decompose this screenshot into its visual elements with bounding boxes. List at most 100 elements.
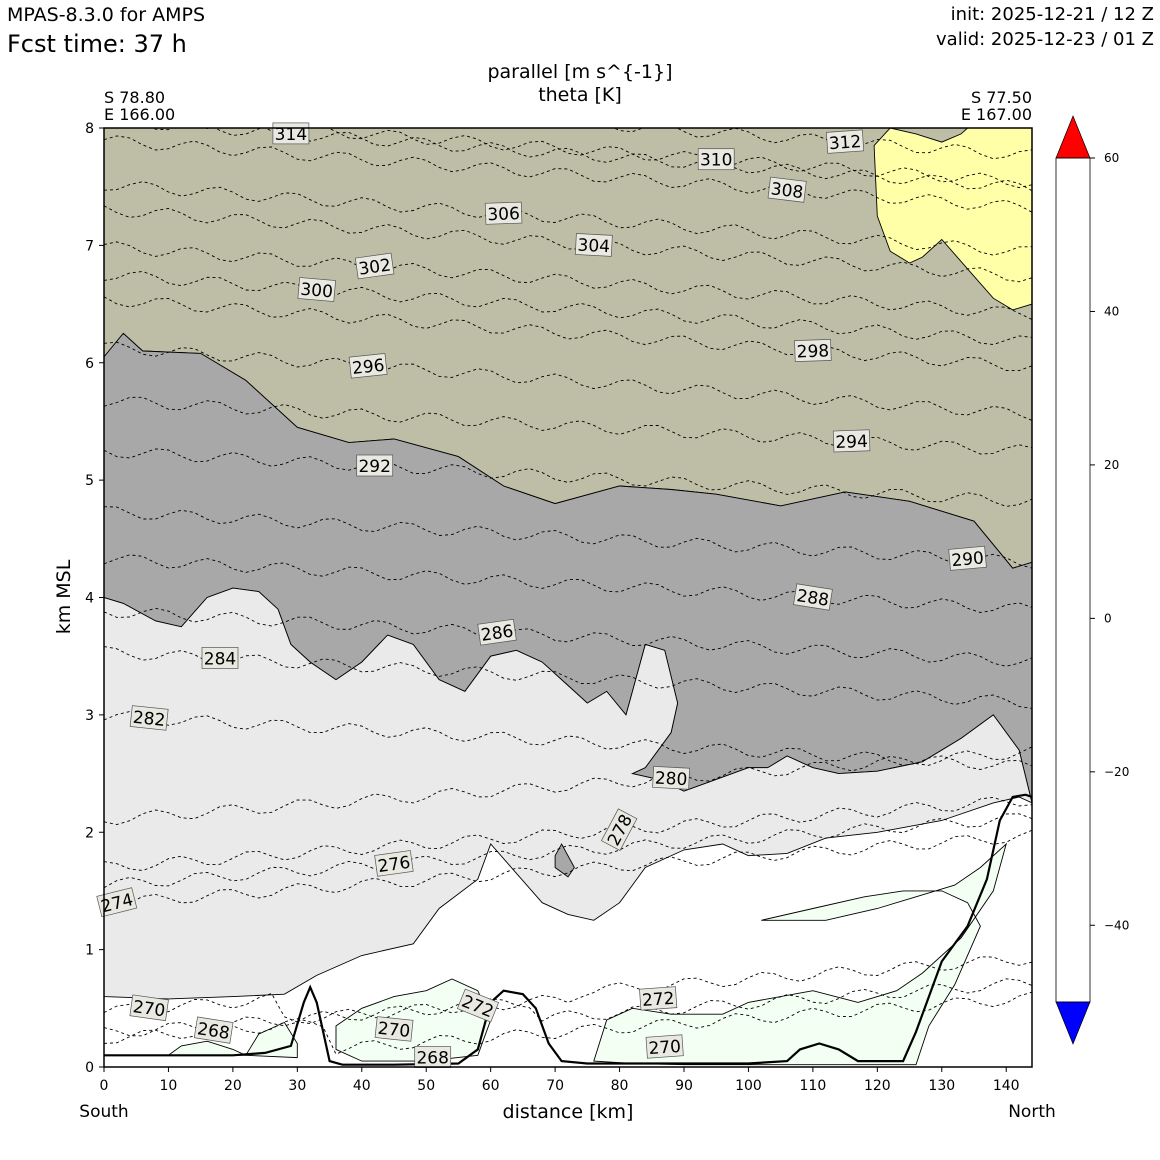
- theta-label-group: 270: [645, 1034, 684, 1059]
- x-tick-label: 70: [546, 1078, 564, 1094]
- x-tick-label: 80: [611, 1078, 629, 1094]
- theta-label-group: 272: [639, 986, 678, 1011]
- terrain-line: [104, 793, 1032, 1066]
- wind-region-ge-10: [104, 587, 1032, 1000]
- theta-label-box: [697, 148, 735, 171]
- x-tick-label: 120: [864, 1078, 891, 1094]
- x-tick-label: 30: [288, 1078, 306, 1094]
- valid-time: valid: 2025-12-23 / 01 Z: [936, 29, 1154, 50]
- isentrope-306: [104, 181, 1032, 256]
- north-label: North: [1008, 1102, 1056, 1122]
- theta-label-group: 284: [201, 647, 239, 670]
- theta-label-box: [374, 850, 414, 877]
- y-tick-label: 2: [85, 825, 94, 841]
- theta-label: 268: [416, 1049, 448, 1069]
- x-tick-label: 130: [928, 1078, 955, 1094]
- y-tick-label: 4: [85, 591, 94, 607]
- theta-contours: [104, 128, 1032, 1055]
- theta-label: 286: [480, 622, 515, 646]
- theta-label: 294: [835, 432, 868, 453]
- x-axis-ticks: 0 10 20 30 40 50 60 70 80 90 100 110 120 130 140: [100, 1067, 1020, 1094]
- theta-label-box: [826, 129, 865, 154]
- left-lon-label: E 166.00: [104, 105, 175, 124]
- isentrope-312: [613, 128, 1032, 160]
- theta-label: 296: [351, 356, 385, 379]
- theta-label: 308: [770, 179, 805, 203]
- colorbar-top-extension: [1055, 115, 1091, 159]
- theta-label-box: [600, 808, 638, 851]
- init-time: init: 2025-12-21 / 12 Z: [950, 4, 1154, 25]
- chart-title: parallel [m s^{-1}]: [487, 61, 672, 83]
- isentrope-294: [104, 396, 1032, 455]
- theta-label: 284: [204, 650, 236, 670]
- theta-label-group: 292: [356, 454, 394, 477]
- theta-label: 302: [357, 255, 392, 279]
- isentrope-286: [104, 607, 1032, 667]
- right-lat-label: S 77.50: [971, 88, 1032, 107]
- right-lon-label: E 167.00: [961, 105, 1032, 124]
- plot-area: [104, 128, 1032, 1067]
- theta-label: 298: [796, 341, 829, 362]
- isentrope-292: [104, 448, 1032, 507]
- theta-label-group: 276: [374, 850, 414, 877]
- theta-label-group: 298: [794, 339, 832, 363]
- theta-label-group: 294: [832, 429, 871, 453]
- theta-label-box: [129, 994, 169, 1022]
- theta-labels: 314 312 310 308 306 304 302 300 298 296 294 292 290 2…: [96, 122, 987, 1069]
- theta-label-box: [356, 454, 394, 477]
- colorbar-tick-label: −20: [1104, 765, 1129, 779]
- theta-label: 292: [358, 457, 390, 477]
- theta-label: 270: [132, 997, 167, 1021]
- wind-region-ge-25: [873, 128, 1032, 311]
- y-tick-label: 6: [85, 356, 94, 372]
- theta-label-group: 304: [574, 233, 613, 257]
- y-tick-label: 8: [85, 121, 94, 137]
- model-title: MPAS-8.3.0 for AMPS: [7, 4, 206, 26]
- theta-label-box: [767, 176, 807, 203]
- theta-label: 270: [648, 1037, 682, 1059]
- theta-label-box: [193, 1016, 234, 1044]
- theta-label: 310: [700, 151, 732, 171]
- theta-label-box: [354, 252, 395, 280]
- x-tick-label: 40: [353, 1078, 371, 1094]
- y-tick-label: 1: [85, 943, 94, 959]
- theta-label-box: [297, 277, 336, 302]
- y-tick-label: 3: [85, 708, 94, 724]
- isentrope-274: [104, 829, 1032, 909]
- x-tick-label: 20: [224, 1078, 242, 1094]
- theta-label-group: 310: [697, 148, 735, 171]
- isentrope-298: [104, 296, 1032, 372]
- y-axis-ticks: 0 1 2 3 4 5 6 7 8: [85, 121, 104, 1076]
- theta-label-group: 280: [652, 766, 691, 790]
- isentrope-268: [104, 991, 1032, 1055]
- colorbar-bottom-extension: [1055, 1001, 1091, 1045]
- theta-label-group: 290: [948, 545, 987, 571]
- theta-label-box: [948, 545, 987, 571]
- theta-label-group: 268: [414, 1046, 452, 1069]
- isentrope-290: [104, 506, 1032, 569]
- colorbar-tick-label: 60: [1104, 151, 1119, 165]
- theta-label: 314: [275, 125, 307, 145]
- colorbar: 60 40 20 0 −20 −40: [1055, 115, 1129, 1045]
- x-tick-label: 0: [100, 1078, 109, 1094]
- colorbar-tick-label: −40: [1104, 918, 1129, 932]
- chart-subtitle: theta [K]: [538, 84, 622, 106]
- theta-label-box: [645, 1034, 684, 1059]
- theta-label-group: 282: [129, 705, 169, 731]
- theta-label-box: [348, 353, 388, 379]
- theta-label: 270: [377, 1019, 411, 1042]
- theta-label-box: [374, 1016, 414, 1042]
- terrain: [104, 793, 1032, 1066]
- theta-label-box: [201, 647, 239, 669]
- wind-region-le-minus5: [245, 1021, 298, 1059]
- x-tick-label: 50: [417, 1078, 435, 1094]
- theta-label: 290: [951, 548, 985, 571]
- theta-label-group: 306: [484, 201, 523, 225]
- isentrope-270: [104, 978, 1032, 1024]
- isentrope-296: [104, 341, 1032, 421]
- theta-label-box: [639, 986, 678, 1011]
- isentrope-308: [104, 135, 1032, 213]
- x-tick-label: 100: [735, 1078, 762, 1094]
- theta-label-box: [832, 429, 871, 453]
